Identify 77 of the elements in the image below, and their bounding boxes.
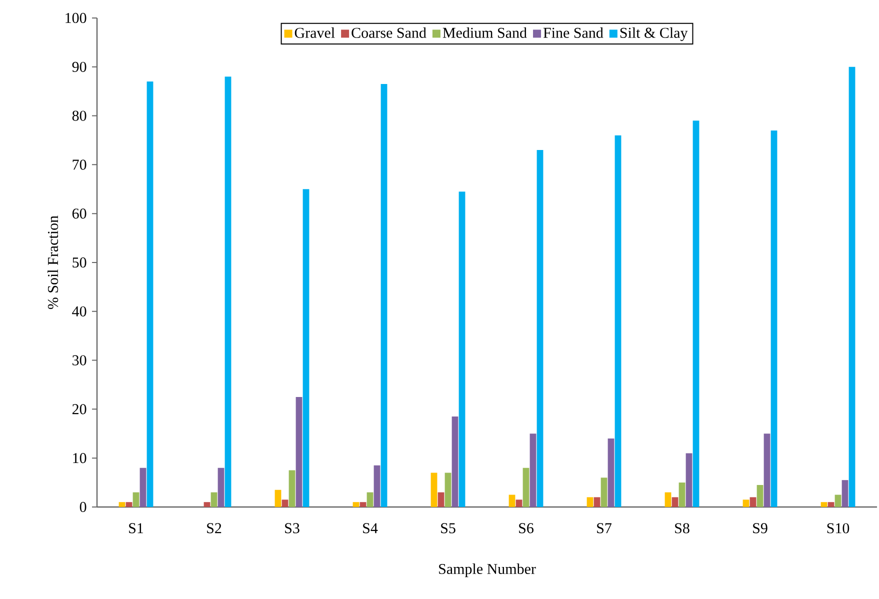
- x-tick-label: S5: [441, 523, 456, 534]
- bar: [366, 492, 374, 507]
- bar: [742, 500, 750, 507]
- bar: [452, 416, 458, 507]
- y-tick-label: 80: [72, 110, 86, 121]
- y-tick-label: 60: [72, 208, 86, 219]
- y-tick-label: 70: [72, 160, 86, 170]
- bar: [842, 480, 848, 507]
- bar: [126, 502, 132, 507]
- bar: [444, 472, 452, 507]
- bar: [118, 502, 126, 507]
- y-tick-label: 10: [73, 453, 86, 464]
- x-axis-title: Sample Number: [439, 564, 536, 578]
- bar: [614, 135, 622, 507]
- bar: [820, 502, 828, 507]
- bar: [140, 468, 146, 507]
- x-tick-label: S6: [519, 523, 534, 534]
- x-tick-label: S9: [753, 523, 768, 534]
- bar: [146, 82, 154, 507]
- bar: [594, 497, 600, 507]
- bar: [296, 396, 302, 507]
- y-tick-label: 40: [72, 306, 86, 316]
- bar: [692, 120, 700, 507]
- x-tick-label: S4: [363, 523, 378, 534]
- legend-label: Coarse Sand: [352, 27, 426, 38]
- bar: [458, 192, 466, 507]
- bar: [516, 500, 522, 507]
- y-tick-label: 0: [80, 502, 86, 512]
- bar: [608, 438, 614, 507]
- y-tick-label: 100: [66, 12, 86, 24]
- bar: [848, 66, 856, 507]
- bar: [672, 497, 678, 507]
- bar: [678, 482, 686, 507]
- bar: [224, 76, 232, 507]
- bar: [522, 468, 530, 507]
- bar: [664, 492, 672, 507]
- bar: [218, 468, 224, 507]
- legend-label: Silt & Clay: [620, 27, 688, 41]
- bar: [352, 502, 360, 507]
- bar: [430, 472, 438, 507]
- bar: [380, 84, 388, 507]
- legend-label: Medium Sand: [442, 27, 527, 38]
- y-axis-title: % Soil Fraction: [48, 216, 58, 310]
- bar: [274, 490, 282, 507]
- bar: [600, 478, 608, 507]
- x-tick-label: S10: [827, 523, 850, 534]
- y-tick-label: 20: [72, 404, 86, 414]
- bar: [834, 494, 842, 507]
- bar: [686, 453, 692, 507]
- bar: [360, 502, 366, 507]
- bar: [288, 470, 296, 507]
- y-tick-label: 30: [72, 355, 86, 366]
- bar: [438, 492, 444, 507]
- legend-label: Fine Sand: [543, 27, 604, 38]
- bar: [756, 484, 764, 507]
- bar: [374, 465, 380, 507]
- bar: [536, 150, 544, 507]
- x-tick-label: S1: [129, 523, 144, 534]
- x-tick-label: S2: [207, 523, 222, 534]
- x-tick-label: S8: [675, 523, 690, 534]
- bar: [770, 130, 778, 507]
- y-tick-label: 50: [72, 257, 86, 268]
- bar: [750, 497, 756, 507]
- bar: [204, 502, 210, 507]
- bar: [764, 434, 770, 507]
- bar: [828, 502, 834, 507]
- y-tick-label: 90: [72, 62, 86, 72]
- bar: [282, 500, 288, 507]
- legend-label: Gravel: [294, 27, 335, 38]
- bar: [530, 434, 536, 507]
- x-tick-label: S3: [285, 523, 300, 534]
- bar: [302, 189, 310, 507]
- bar: [508, 494, 516, 507]
- x-tick-label: S7: [597, 523, 612, 534]
- bar: [132, 492, 140, 507]
- bar: [210, 492, 218, 507]
- bar: [586, 497, 594, 507]
